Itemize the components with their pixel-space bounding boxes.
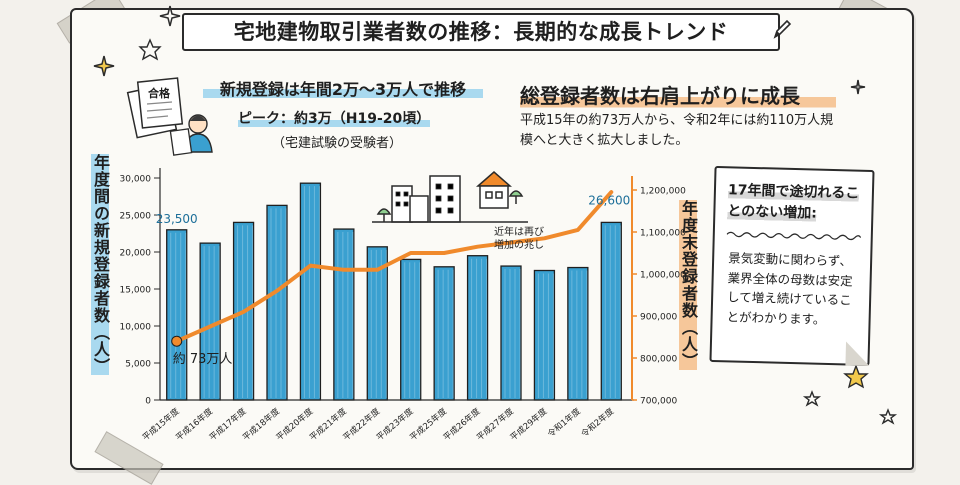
line-start-label: 約 73万人 — [173, 352, 233, 367]
pencil-icon — [773, 19, 792, 39]
recovery-label-line: 増加の兆し — [494, 238, 544, 251]
left-axis-title: 年度間の新規登録者数（人） — [88, 154, 112, 375]
first-bar-label: 23,500 — [156, 212, 198, 226]
right-tick-label: 1,200,000 — [640, 187, 686, 197]
bar — [333, 228, 355, 401]
certificate-icon — [126, 77, 184, 139]
right-axis-title: 年度末登録者数（人） — [676, 200, 700, 370]
bar — [299, 182, 322, 401]
left-tick-label: 10,000 — [120, 323, 152, 333]
note-fold — [845, 341, 871, 367]
note-card: 17年間で途切れることのない増加: 景気変動に関わらず、業界全体の母数は安定して… — [709, 165, 875, 367]
star-icon — [138, 38, 898, 425]
left-tick-label: 0 — [145, 397, 151, 407]
left-tick-label: 15,000 — [120, 286, 152, 296]
bar — [266, 204, 288, 401]
left-tick-label: 20,000 — [120, 249, 152, 259]
left-heading: 新規登録は年間2万〜3万人で推移 — [203, 76, 483, 100]
peak-note: （宅建試験の受験者） — [272, 136, 403, 151]
right-heading: 総登録者数は右肩上がりに成長 — [520, 80, 836, 109]
series-line — [174, 190, 614, 344]
bar — [466, 255, 489, 401]
bar — [567, 266, 589, 401]
right-description: 平成15年の約73万人から、令和2年には約110万人規模へと大きく拡大しました。 — [520, 113, 834, 148]
peak-text: ピーク：約3万（H19-20頃） — [238, 108, 431, 128]
cityscape-icon — [372, 171, 528, 223]
bar — [400, 258, 422, 401]
bar — [433, 266, 455, 401]
left-tick-label: 30,000 — [120, 175, 152, 185]
right-tick-label: 700,000 — [640, 397, 677, 407]
certificate-label: 合格 — [148, 86, 171, 100]
left-tick-label: 5,000 — [125, 360, 151, 370]
note-body: 景気変動に関わらず、業界全体の母数は安定して増え続けていることがわかります。 — [726, 250, 853, 327]
right-tick-label: 900,000 — [640, 313, 677, 323]
bar — [500, 265, 522, 401]
bar — [533, 269, 556, 401]
note-title: 17年間で途切れることのない増加: — [727, 182, 860, 222]
x-tick-label: 平成29年度 — [508, 406, 550, 444]
right-tick-label: 1,100,000 — [640, 229, 686, 239]
line-start-point — [171, 335, 183, 347]
recovery-label: 近年は再び増加の兆し — [494, 225, 544, 251]
x-tick-label: 令和1年度 — [546, 406, 584, 440]
x-tick-label: 令和2年度 — [579, 406, 617, 440]
recovery-label-line: 近年は再び — [494, 225, 544, 238]
bar — [166, 229, 188, 401]
last-bar-label: 26,600 — [588, 193, 630, 207]
page-title: 宅地建物取引業者数の推移：長期的な成長トレンド — [182, 13, 780, 51]
sparkle-icon — [93, 5, 866, 95]
left-tick-label: 25,000 — [120, 212, 152, 222]
right-tick-label: 1,000,000 — [640, 271, 686, 281]
right-tick-label: 800,000 — [640, 355, 677, 365]
wavy-divider — [726, 231, 861, 241]
person-icon — [169, 114, 213, 156]
bar — [600, 221, 622, 401]
